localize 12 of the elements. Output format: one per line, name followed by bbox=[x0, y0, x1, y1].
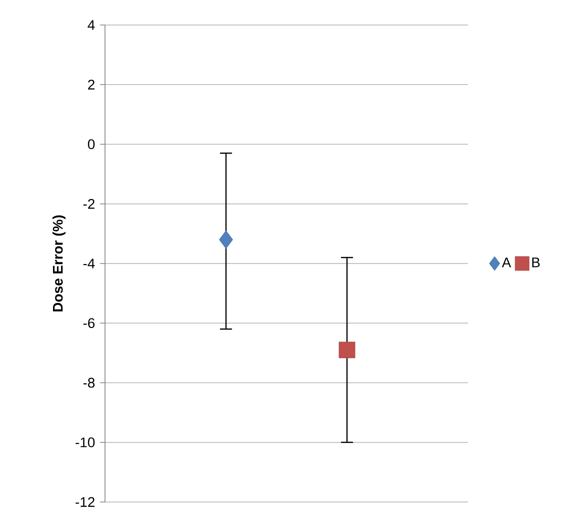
y-tick-label: -2 bbox=[83, 198, 94, 209]
y-tick-label: 4 bbox=[88, 20, 95, 30]
y-tick-label: 0 bbox=[88, 139, 95, 150]
y-tick-label: -4 bbox=[83, 258, 95, 268]
y-tick-label: -12 bbox=[76, 497, 94, 507]
legend-label: A bbox=[502, 258, 512, 268]
y-axis-title: Dose Error (%) bbox=[52, 215, 66, 312]
y-tick-label: -10 bbox=[76, 437, 95, 448]
y-tick-label: -6 bbox=[83, 318, 95, 328]
legend-label: B bbox=[532, 258, 540, 268]
y-tick-label: -8 bbox=[83, 378, 95, 388]
y-tick-label: 2 bbox=[88, 80, 94, 90]
